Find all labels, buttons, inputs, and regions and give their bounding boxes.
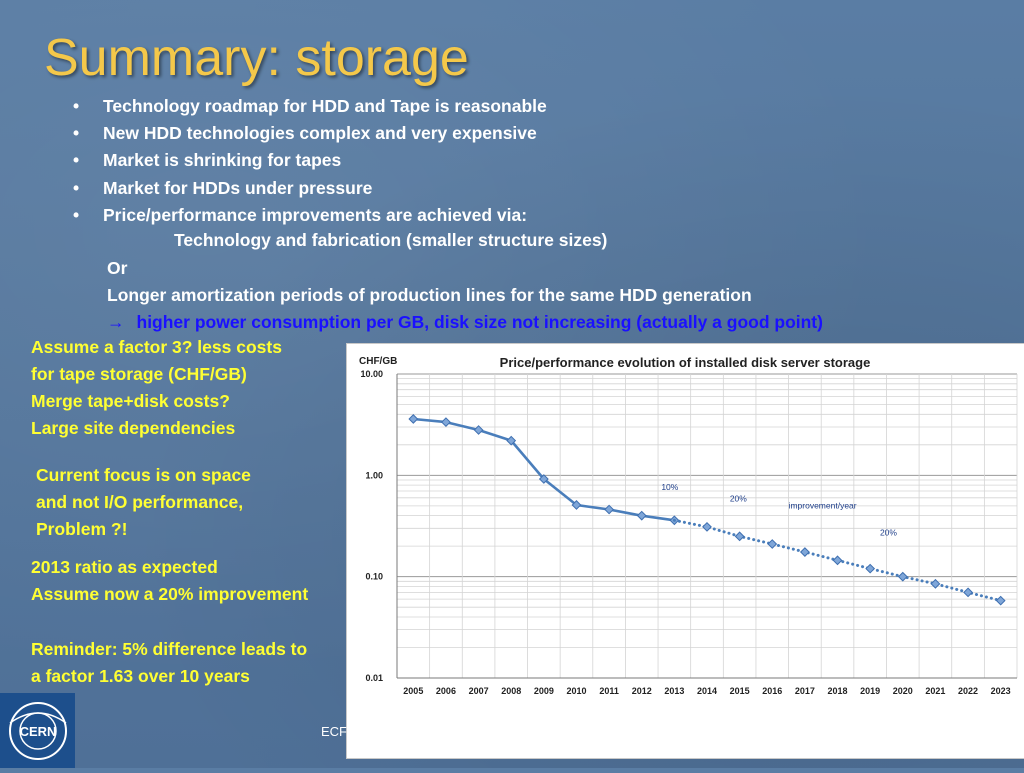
data-point — [799, 547, 810, 557]
sub-longer-amortization: Longer amortization periods of productio… — [107, 285, 752, 305]
y-tick-label: 0.01 — [365, 673, 383, 683]
x-tick-label: 2005 — [403, 686, 423, 696]
data-point — [995, 595, 1006, 606]
chart-annotation: 10% — [661, 482, 678, 492]
x-tick-label: 2009 — [534, 686, 554, 696]
data-point — [930, 578, 941, 589]
data-point — [897, 571, 908, 582]
chart-annotation: improvement/year — [789, 501, 857, 511]
data-point — [441, 417, 451, 428]
arrow-right-icon: → — [107, 312, 125, 332]
chart-axes: 10.00 1.00 0.10 0.01 2005 2006 2007 2008 2009 201… — [360, 369, 1017, 696]
chart-annotation: 20% — [730, 494, 747, 504]
data-point — [571, 500, 582, 510]
note-line: Merge tape+disk costs? — [31, 391, 230, 411]
logo-text: CERN — [20, 724, 57, 739]
x-tick-label: 2010 — [566, 686, 586, 696]
note-line: Reminder: 5% difference leads to — [31, 639, 308, 659]
x-tick-label: 2008 — [501, 686, 521, 696]
data-point — [963, 587, 973, 598]
data-point — [636, 510, 647, 521]
bullet-item: Market for HDDs under pressure — [70, 175, 547, 202]
cern-logo-icon: CERN — [9, 702, 67, 760]
note-line: and not I/O performance, — [36, 492, 244, 512]
x-tick-label: 2020 — [893, 686, 913, 696]
sub-technology: Technology and fabrication (smaller stru… — [174, 230, 608, 250]
sub-consequence: → higher power consumption per GB, disk s… — [107, 312, 823, 333]
slide-title: Summary: storage — [44, 29, 469, 87]
x-tick-label: 2018 — [828, 686, 848, 696]
chart-grid — [396, 373, 1018, 679]
note-reminder: Reminder: 5% difference leads to a facto… — [31, 636, 307, 690]
data-point — [538, 474, 549, 484]
note-line: 2013 ratio as expected — [31, 557, 218, 577]
x-tick-label: 2017 — [795, 686, 815, 696]
footer-text: ECF — [321, 724, 347, 739]
note-tape: Assume a factor 3? less costs for tape s… — [31, 334, 282, 442]
x-tick-label: 2016 — [762, 686, 782, 696]
x-tick-label: 2013 — [664, 686, 684, 696]
data-point — [767, 539, 778, 549]
note-line: Assume a factor 3? less costs — [31, 337, 282, 357]
note-ratio: 2013 ratio as expected Assume now a 20% … — [31, 554, 308, 608]
note-focus: Current focus is on space and not I/O pe… — [36, 462, 251, 543]
x-tick-label: 2014 — [697, 686, 717, 696]
bullet-item: Market is shrinking for tapes — [70, 147, 547, 174]
data-point — [734, 531, 745, 542]
x-tick-label: 2007 — [469, 686, 489, 696]
chart-labels: 10% 20% improvement/year 20% — [661, 482, 897, 538]
data-point — [702, 521, 712, 532]
x-tick-label: 2015 — [730, 686, 750, 696]
chart-annotation: 20% — [880, 527, 897, 537]
data-point — [832, 555, 843, 566]
data-point — [473, 425, 484, 435]
y-tick-label: 0.10 — [365, 572, 383, 582]
note-line: for tape storage (CHF/GB) — [31, 364, 247, 384]
data-point — [408, 414, 419, 424]
series-line-history — [412, 417, 676, 522]
sub-or: Or — [107, 258, 128, 278]
consequence-text: higher power consumption per GB, disk si… — [136, 312, 823, 332]
x-tick-label: 2011 — [599, 686, 619, 696]
note-line: Problem ?! — [36, 519, 128, 539]
x-tick-label: 2012 — [632, 686, 652, 696]
chart-panel: 10.00 1.00 0.10 0.01 2005 2006 2007 2008 2009 201… — [346, 343, 1024, 759]
bullet-list: Technology roadmap for HDD and Tape is r… — [70, 93, 547, 229]
y-tick-label: 1.00 — [365, 470, 383, 480]
price-performance-chart: 10.00 1.00 0.10 0.01 2005 2006 2007 2008 2009 201… — [359, 355, 1018, 696]
chart-title: Price/performance evolution of installed… — [500, 355, 871, 370]
note-line: Assume now a 20% improvement — [31, 584, 309, 604]
x-tick-label: 2021 — [925, 686, 945, 696]
x-tick-label: 2022 — [958, 686, 978, 696]
data-point — [604, 504, 615, 515]
chart-series — [408, 414, 1006, 606]
note-line: Current focus is on space — [36, 465, 251, 485]
x-tick-label: 2023 — [991, 686, 1011, 696]
cern-logo: CERN — [0, 693, 75, 768]
note-line: a factor 1.63 over 10 years — [31, 666, 250, 686]
x-tick-label: 2006 — [436, 686, 456, 696]
bullet-item: Technology roadmap for HDD and Tape is r… — [70, 93, 547, 120]
data-point — [506, 435, 517, 446]
x-tick-label: 2019 — [860, 686, 880, 696]
chart-ylabel: CHF/GB — [359, 356, 397, 367]
note-line: Large site dependencies — [31, 418, 236, 438]
data-point — [865, 563, 876, 574]
bullet-item: Price/performance improvements are achie… — [70, 202, 547, 229]
bullet-item: New HDD technologies complex and very ex… — [70, 120, 547, 147]
y-tick-label: 10.00 — [360, 369, 383, 379]
